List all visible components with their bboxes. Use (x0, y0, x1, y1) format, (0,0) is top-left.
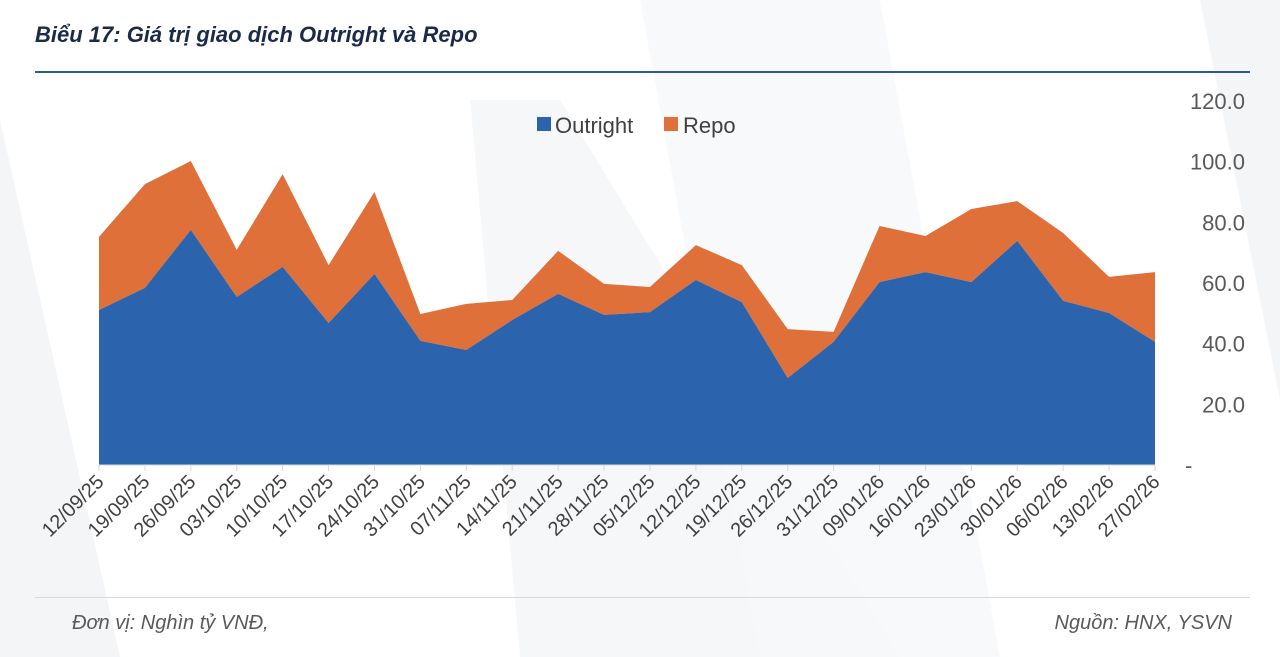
title-divider (35, 71, 1250, 73)
legend-swatch-outright (537, 117, 551, 131)
area-outright (99, 229, 1155, 465)
legend: Outright Repo (537, 113, 736, 138)
legend-label-outright: Outright (555, 113, 633, 138)
legend-swatch-repo (664, 117, 678, 131)
area-repo (99, 161, 1155, 378)
legend-label-repo: Repo (683, 113, 736, 138)
chart-title: Biểu 17: Giá trị giao dịch Outright và R… (35, 22, 478, 47)
unit-note: Đơn vị: Nghìn tỷ VNĐ, (72, 612, 269, 634)
y-tick-label: 40.0 (1202, 332, 1245, 357)
footer-divider (35, 597, 1250, 598)
source-note: Nguồn: HNX, YSVN (1054, 612, 1233, 634)
y-tick-label: 20.0 (1202, 392, 1245, 417)
y-tick-label: 120.0 (1190, 89, 1245, 114)
y-tick-label: 100.0 (1190, 150, 1245, 175)
y-tick-label: 60.0 (1202, 271, 1245, 296)
y-tick-label: 80.0 (1202, 210, 1245, 235)
y-tick-label: - (1185, 453, 1192, 478)
